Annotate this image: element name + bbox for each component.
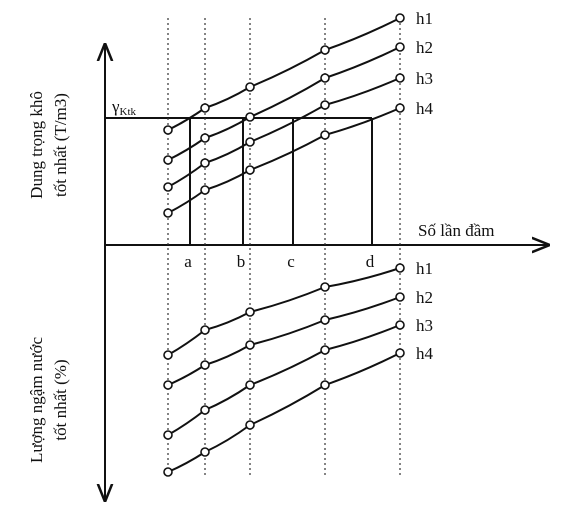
curve-point: [163, 467, 173, 477]
curve-point: [395, 103, 405, 113]
curve-point: [200, 133, 210, 143]
curve-point: [200, 360, 210, 370]
curve-point: [395, 263, 405, 273]
point-label: a: [184, 252, 192, 271]
curve-point: [163, 125, 173, 135]
point-label: b: [237, 252, 246, 271]
curve: [167, 267, 401, 356]
bottom-axis-label: Lượng ngậm nước: [27, 336, 46, 463]
curve-point: [200, 158, 210, 168]
curve-label: h4: [416, 344, 434, 363]
curve-label: h4: [416, 99, 434, 118]
curve-point: [245, 137, 255, 147]
curve-point: [395, 348, 405, 358]
top-axis-label: tốt nhất (T/m3): [51, 93, 70, 197]
curve-point: [395, 320, 405, 330]
curve-label: h1: [416, 259, 433, 278]
curve-point: [200, 185, 210, 195]
curve-point: [200, 447, 210, 457]
curve-point: [200, 103, 210, 113]
curve: [167, 17, 401, 131]
point-label: d: [366, 252, 375, 271]
curve-point: [320, 315, 330, 325]
reference-label: γKtk: [111, 97, 137, 118]
curve-point: [245, 112, 255, 122]
curve-point: [320, 345, 330, 355]
curve-point: [245, 380, 255, 390]
curve-point: [320, 100, 330, 110]
curve-point: [163, 182, 173, 192]
point-label: c: [287, 252, 295, 271]
curve: [167, 352, 401, 473]
curve-point: [245, 340, 255, 350]
curve-point: [320, 73, 330, 83]
curve-point: [200, 325, 210, 335]
curve-point: [320, 45, 330, 55]
curve: [167, 77, 401, 188]
curve-point: [395, 13, 405, 23]
curve-point: [200, 405, 210, 415]
curve: [167, 324, 401, 436]
curve-point: [395, 42, 405, 52]
curve-point: [245, 165, 255, 175]
curve-point: [320, 282, 330, 292]
curve: [167, 46, 401, 161]
lines: [167, 18, 401, 478]
curve-point: [245, 307, 255, 317]
curve-point: [320, 380, 330, 390]
x-axis-label: Số lần đầm: [418, 221, 495, 240]
curve-label: h2: [416, 38, 433, 57]
curve-label: h3: [416, 316, 433, 335]
curve-point: [245, 82, 255, 92]
curve-point: [163, 208, 173, 218]
curve-label: h1: [416, 9, 433, 28]
curve-point: [163, 350, 173, 360]
bottom-axis-label: tốt nhất (%): [51, 359, 70, 440]
curve-point: [395, 73, 405, 83]
curve-point: [245, 420, 255, 430]
curve-point: [320, 130, 330, 140]
curve-point: [163, 430, 173, 440]
curve-label: h2: [416, 288, 433, 307]
curve: [167, 296, 401, 386]
curve-point: [395, 292, 405, 302]
top-axis-label: Dung trọng khô: [27, 91, 46, 199]
curve-label: h3: [416, 69, 433, 88]
curve-point: [163, 380, 173, 390]
curve-point: [163, 155, 173, 165]
